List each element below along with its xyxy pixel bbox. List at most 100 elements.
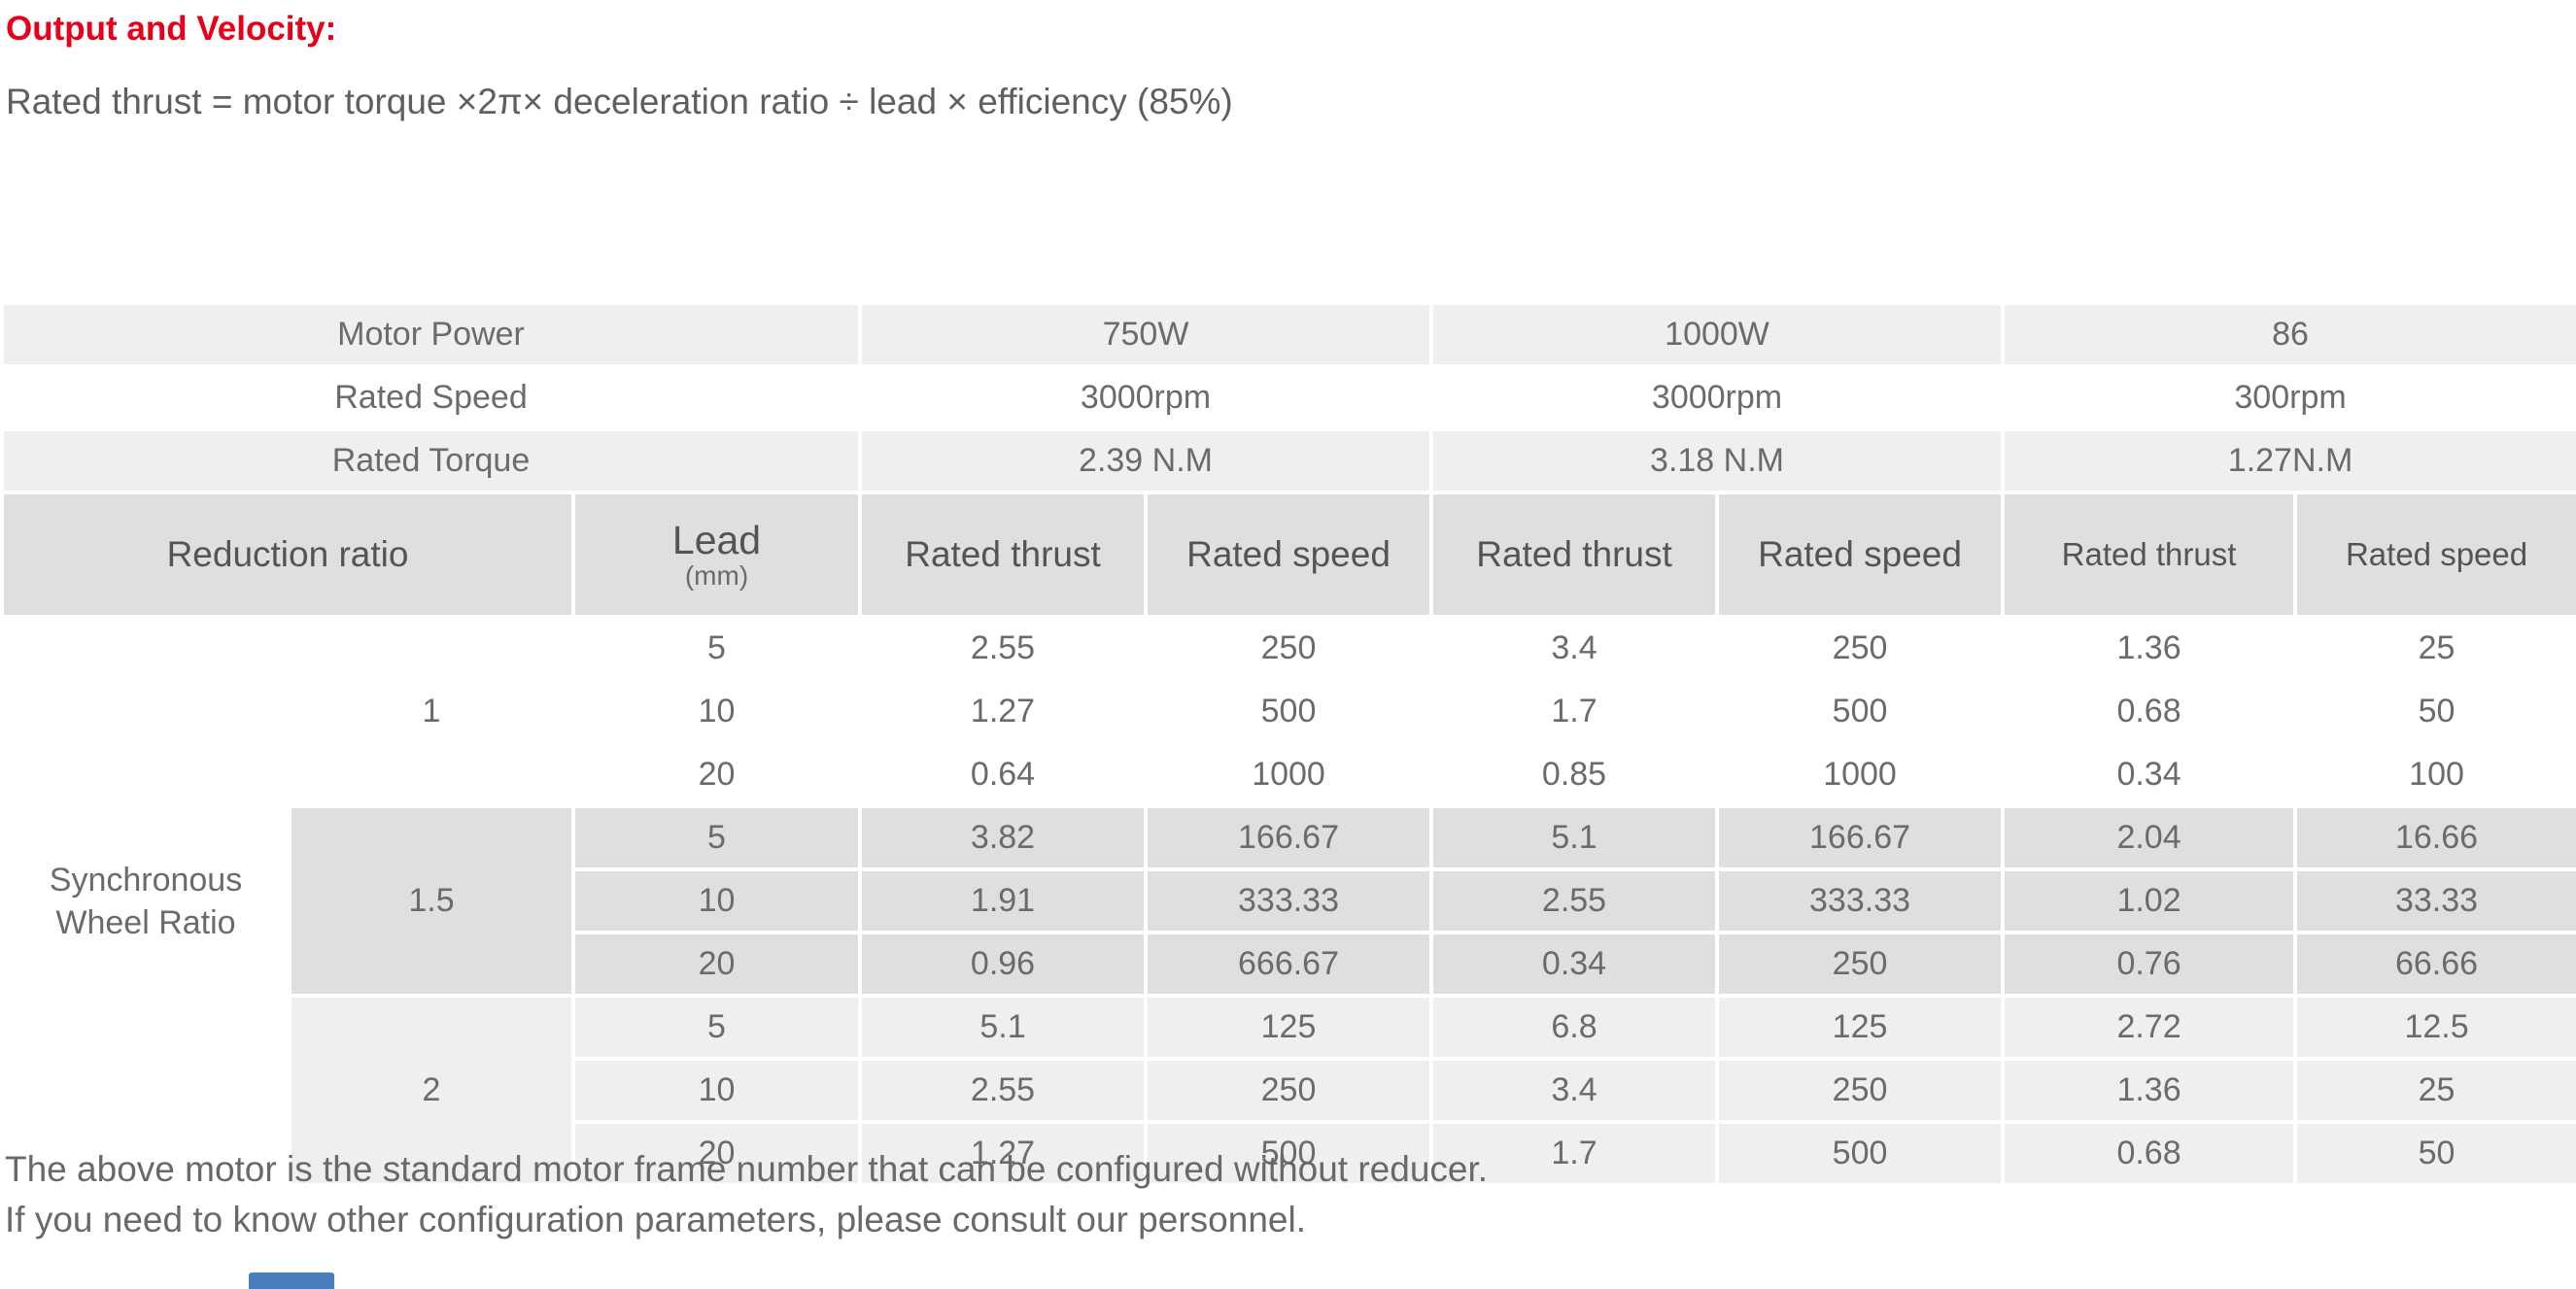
lead-cell: 10 — [571, 678, 862, 745]
page-title: Output and Velocity: — [6, 10, 337, 48]
rated-torque-86: 1.27N.M — [2001, 427, 2576, 494]
value-cell: 1.36 — [2001, 615, 2298, 682]
lead-header-unit: (mm) — [684, 560, 749, 591]
lead-header-text: Lead — [671, 518, 762, 562]
thrust-formula-text: Rated thrust = motor torque ×2π× deceler… — [6, 82, 1233, 121]
table-row: 2 5 5.1 125 6.8 125 2.72 12.5 — [2, 994, 2576, 1187]
motor-power-86: 86 — [2001, 301, 2576, 368]
thrust-header-86: Rated thrust — [2001, 491, 2298, 619]
value-cell: 0.34 — [2001, 741, 2298, 808]
ratio-1-5-cell: 1.5 — [288, 804, 575, 998]
value-cell: 3.82 — [858, 804, 1148, 871]
value-cell: 0.96 — [858, 931, 1148, 998]
rated-torque-row: Rated Torque 2.39 N.M 3.18 N.M 1.27N.M — [0, 427, 2576, 494]
motor-spec-table: Motor Power 750W 1000W 86 Rated Speed 30… — [0, 301, 2576, 1187]
value-cell: 1.7 — [1429, 678, 1720, 745]
reduction-ratio-header: Reduction ratio — [0, 491, 575, 619]
lead-cell: 10 — [571, 1057, 862, 1124]
lead-cell: 5 — [571, 615, 862, 682]
thrust-header-1000: Rated thrust — [1429, 491, 1720, 619]
lead-cell: 20 — [571, 741, 862, 808]
column-header-row: Reduction ratio Lead (mm) Rated thrust R… — [0, 491, 2576, 619]
value-cell: 500 — [1715, 678, 2006, 745]
value-cell: 3.4 — [1429, 615, 1720, 682]
value-cell: 250 — [1715, 615, 2006, 682]
motor-power-1000: 1000W — [1429, 301, 2006, 368]
rated-speed-86: 300rpm — [2001, 364, 2576, 431]
lead-cell: 5 — [571, 804, 862, 871]
table-row: 20 0.64 1000 0.85 1000 0.34 100 — [2, 741, 2576, 808]
value-cell: 1.7 — [1429, 1120, 1720, 1187]
lead-cell: 20 — [571, 931, 862, 998]
value-cell: 333.33 — [1143, 867, 1434, 934]
side-label-line1: Synchronous — [49, 861, 243, 899]
rated-torque-750: 2.39 N.M — [857, 427, 1434, 494]
value-cell: 1.27 — [858, 1120, 1148, 1187]
lead-cell: 10 — [571, 867, 862, 934]
rated-torque-1000: 3.18 N.M — [1429, 427, 2006, 494]
value-cell: 3.4 — [1429, 1057, 1720, 1124]
value-cell: 125 — [1143, 994, 1434, 1061]
value-cell: 250 — [1715, 931, 2006, 998]
footer-note: The above motor is the standard motor fr… — [5, 1144, 1488, 1245]
value-cell: 2.55 — [858, 1057, 1148, 1124]
rated-torque-label: Rated Torque — [0, 427, 862, 494]
value-cell: 0.64 — [858, 741, 1148, 808]
value-cell: 1000 — [1715, 741, 2006, 808]
thrust-header-750: Rated thrust — [858, 491, 1148, 619]
value-cell: 6.8 — [1429, 994, 1720, 1061]
lead-header: Lead (mm) — [571, 491, 862, 619]
partial-blue-element[interactable] — [249, 1272, 334, 1289]
footer-line-1: The above motor is the standard motor fr… — [5, 1149, 1489, 1189]
value-cell: 1000 — [1143, 741, 1434, 808]
value-cell: 2.04 — [2001, 804, 2298, 871]
value-cell: 5.1 — [1429, 804, 1720, 871]
speed-header-1000: Rated speed — [1715, 491, 2006, 619]
value-cell: 250 — [1715, 1057, 2006, 1124]
value-cell: 1.27 — [858, 678, 1148, 745]
value-cell: 25 — [2293, 1057, 2576, 1124]
value-cell: 0.68 — [2001, 1120, 2298, 1187]
value-cell: 16.66 — [2293, 804, 2576, 871]
lead-cell: 20 — [571, 1120, 862, 1187]
value-cell: 2.55 — [1429, 867, 1720, 934]
synchronous-wheel-ratio-label: Synchronous Wheel Ratio — [0, 615, 292, 1187]
rated-speed-750: 3000rpm — [857, 364, 1434, 431]
value-cell: 25 — [2293, 615, 2576, 682]
value-cell: 50 — [2293, 1120, 2576, 1187]
value-cell: 500 — [1143, 1120, 1434, 1187]
value-cell: 0.76 — [2001, 931, 2298, 998]
value-cell: 0.68 — [2001, 678, 2298, 745]
value-cell: 333.33 — [1715, 867, 2006, 934]
table-row: 10 2.55 250 3.4 250 1.36 25 — [2, 1057, 2576, 1124]
value-cell: 1.36 — [2001, 1057, 2298, 1124]
motor-power-row: Motor Power 750W 1000W 86 — [0, 301, 2576, 368]
lead-cell: 5 — [571, 994, 862, 1061]
value-cell: 0.34 — [1429, 931, 1720, 998]
speed-header-86: Rated speed — [2293, 491, 2576, 619]
table-row: 10 1.27 500 1.7 500 0.68 50 — [2, 678, 2576, 745]
motor-power-label: Motor Power — [0, 301, 862, 368]
value-cell: 666.67 — [1143, 931, 1434, 998]
ratio-2-cell: 2 — [288, 994, 575, 1187]
value-cell: 2.55 — [858, 615, 1148, 682]
value-cell: 125 — [1715, 994, 2006, 1061]
value-cell: 100 — [2293, 741, 2576, 808]
value-cell: 250 — [1143, 615, 1434, 682]
motor-power-750: 750W — [857, 301, 1434, 368]
value-cell: 5.1 — [858, 994, 1148, 1061]
speed-header-750: Rated speed — [1143, 491, 1434, 619]
ratio-1-cell: 1 — [288, 615, 575, 808]
rated-speed-row: Rated Speed 3000rpm 3000rpm 300rpm — [0, 364, 2576, 431]
value-cell: 12.5 — [2293, 994, 2576, 1061]
table-row: 10 1.91 333.33 2.55 333.33 1.02 33.33 — [2, 867, 2576, 934]
value-cell: 2.72 — [2001, 994, 2298, 1061]
rated-speed-label: Rated Speed — [0, 364, 862, 431]
value-cell: 166.67 — [1143, 804, 1434, 871]
value-cell: 0.85 — [1429, 741, 1720, 808]
value-cell: 50 — [2293, 678, 2576, 745]
value-cell: 500 — [1143, 678, 1434, 745]
footer-line-2: If you need to know other configuration … — [5, 1200, 1306, 1239]
value-cell: 1.02 — [2001, 867, 2298, 934]
value-cell: 166.67 — [1715, 804, 2006, 871]
